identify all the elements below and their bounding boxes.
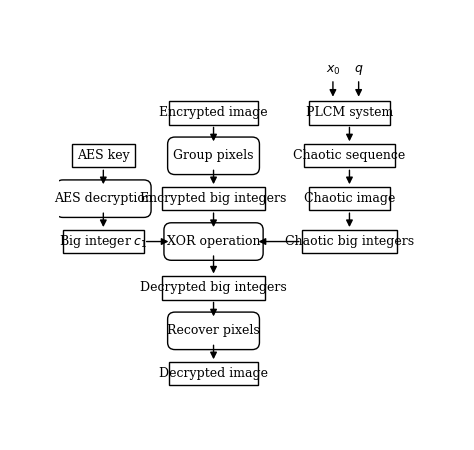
- Text: Chaotic image: Chaotic image: [304, 192, 395, 205]
- FancyBboxPatch shape: [164, 223, 263, 260]
- Text: Group pixels: Group pixels: [173, 149, 254, 162]
- FancyBboxPatch shape: [303, 144, 395, 167]
- Text: Chaotic big integers: Chaotic big integers: [285, 235, 414, 248]
- Text: PLCM system: PLCM system: [306, 107, 393, 119]
- FancyBboxPatch shape: [168, 137, 259, 175]
- Text: XOR operation: XOR operation: [167, 235, 260, 248]
- FancyBboxPatch shape: [162, 276, 265, 300]
- Text: Encrypted image: Encrypted image: [159, 107, 268, 119]
- FancyBboxPatch shape: [309, 187, 390, 210]
- Text: Decrypted big integers: Decrypted big integers: [140, 282, 287, 294]
- Text: $q$: $q$: [354, 63, 364, 77]
- FancyBboxPatch shape: [63, 230, 144, 253]
- Text: AES decryption: AES decryption: [54, 192, 153, 205]
- FancyBboxPatch shape: [301, 230, 397, 253]
- Text: AES key: AES key: [77, 149, 130, 162]
- FancyBboxPatch shape: [169, 101, 258, 125]
- Text: $x_0$: $x_0$: [326, 63, 340, 76]
- Text: Chaotic sequence: Chaotic sequence: [293, 149, 406, 162]
- FancyBboxPatch shape: [162, 187, 265, 210]
- FancyBboxPatch shape: [309, 101, 390, 125]
- FancyBboxPatch shape: [169, 362, 258, 385]
- FancyBboxPatch shape: [168, 312, 259, 350]
- Text: Encrypted big integers: Encrypted big integers: [140, 192, 287, 205]
- FancyBboxPatch shape: [72, 144, 135, 167]
- FancyBboxPatch shape: [55, 180, 151, 217]
- Text: Recover pixels: Recover pixels: [167, 324, 260, 338]
- Text: Big integer $c_1$: Big integer $c_1$: [59, 233, 147, 250]
- Text: Decrypted image: Decrypted image: [159, 367, 268, 380]
